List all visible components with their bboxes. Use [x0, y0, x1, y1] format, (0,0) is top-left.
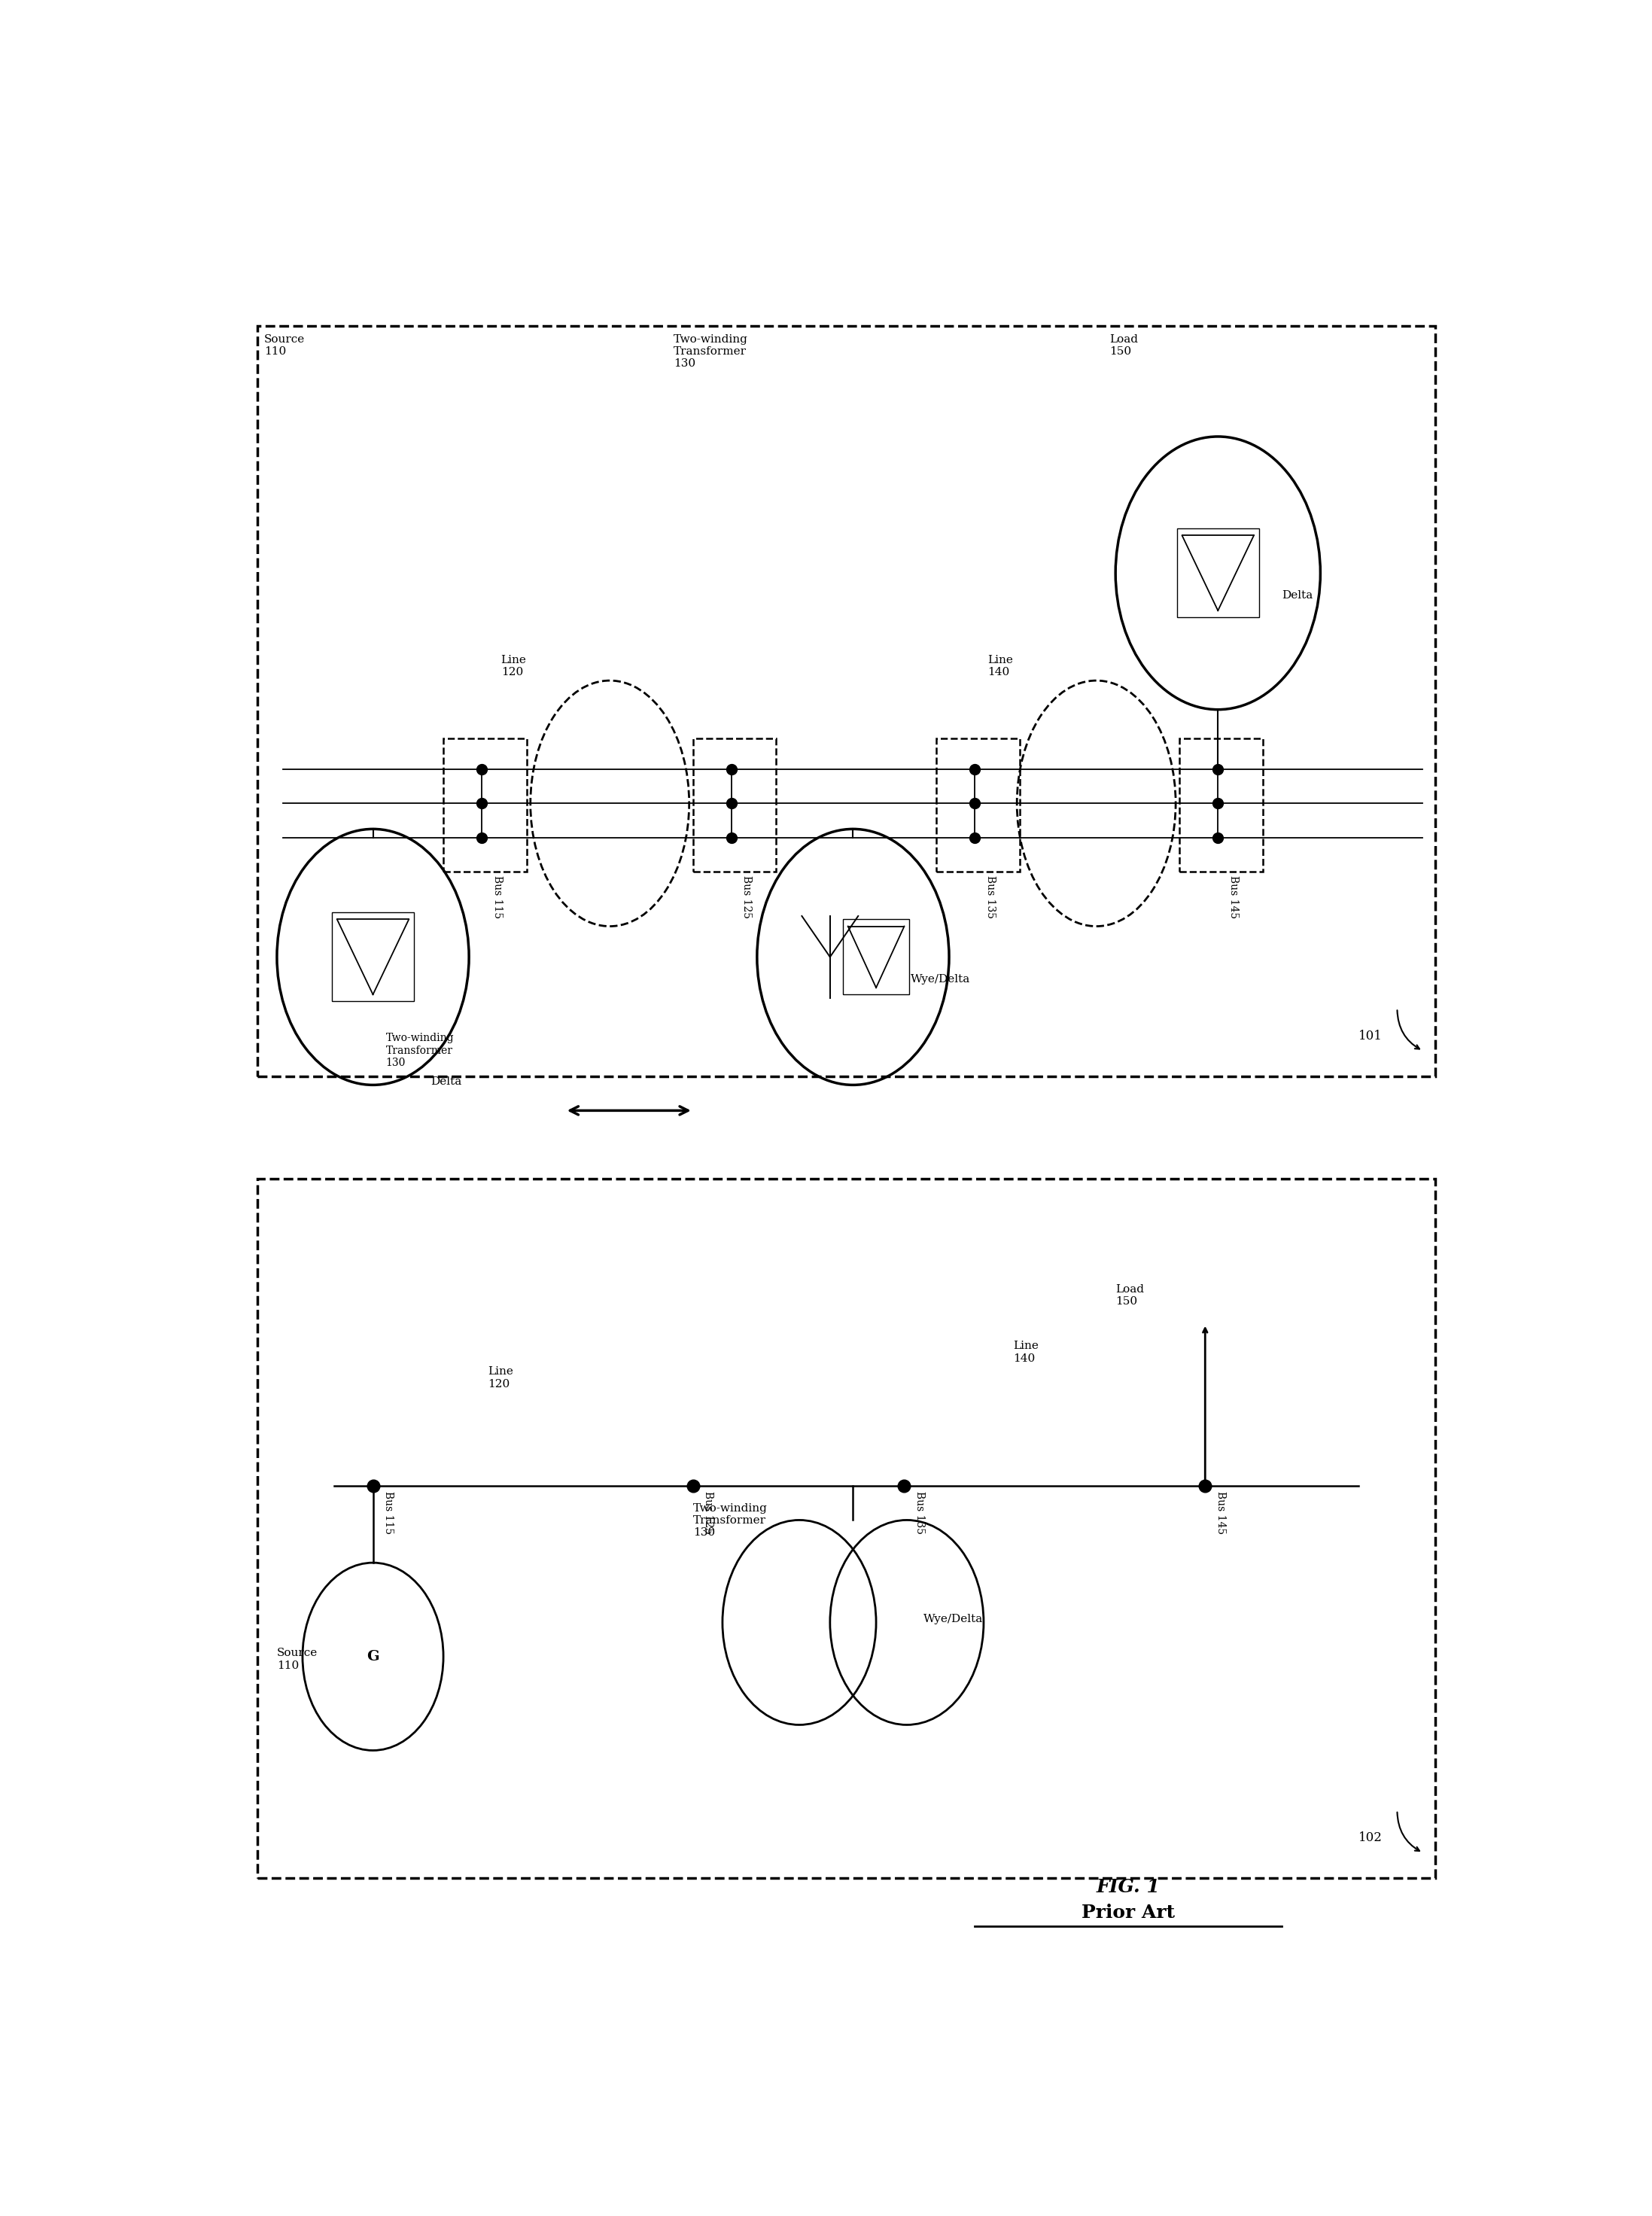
Text: Wye/Delta: Wye/Delta — [910, 975, 970, 984]
Bar — [1176, 530, 1259, 618]
Text: Bus 145: Bus 145 — [1216, 1491, 1226, 1533]
Text: Bus 145: Bus 145 — [1227, 875, 1239, 917]
Text: Delta: Delta — [431, 1077, 461, 1088]
Text: Bus 115: Bus 115 — [492, 875, 502, 917]
Bar — [443, 738, 527, 871]
Text: Line
120: Line 120 — [489, 1367, 514, 1389]
Text: FIG. 1: FIG. 1 — [1097, 1877, 1160, 1897]
Text: Line
120: Line 120 — [501, 656, 527, 678]
Bar — [1180, 738, 1262, 871]
Text: Bus 135: Bus 135 — [985, 875, 996, 917]
Text: Bus 115: Bus 115 — [383, 1491, 393, 1533]
Text: Two-winding
Transformer
130: Two-winding Transformer 130 — [674, 335, 748, 370]
Bar — [332, 913, 415, 1002]
Text: Bus 125: Bus 125 — [742, 875, 752, 917]
Text: Bus 125: Bus 125 — [704, 1491, 714, 1533]
Text: G: G — [367, 1649, 380, 1664]
Text: Load
150: Load 150 — [1108, 335, 1138, 357]
Text: Two-winding
Transformer
130: Two-winding Transformer 130 — [387, 1033, 454, 1068]
Bar — [258, 1179, 1436, 1879]
Text: Two-winding
Transformer
130: Two-winding Transformer 130 — [694, 1502, 768, 1538]
Text: Bus 135: Bus 135 — [915, 1491, 925, 1533]
Text: Line
140: Line 140 — [988, 656, 1013, 678]
Bar — [258, 326, 1436, 1077]
Text: 102: 102 — [1360, 1830, 1383, 1844]
Text: Load
150: Load 150 — [1115, 1283, 1145, 1307]
Text: Delta: Delta — [1282, 589, 1313, 601]
Text: Line
140: Line 140 — [1013, 1341, 1039, 1363]
Text: Source
110: Source 110 — [278, 1649, 317, 1671]
Bar — [694, 738, 776, 871]
Text: Prior Art: Prior Art — [1082, 1904, 1175, 1921]
Bar — [937, 738, 1019, 871]
Text: Source
110: Source 110 — [264, 335, 306, 357]
Bar — [843, 920, 909, 995]
Text: Wye/Delta: Wye/Delta — [923, 1613, 983, 1624]
Text: 101: 101 — [1360, 1030, 1383, 1042]
